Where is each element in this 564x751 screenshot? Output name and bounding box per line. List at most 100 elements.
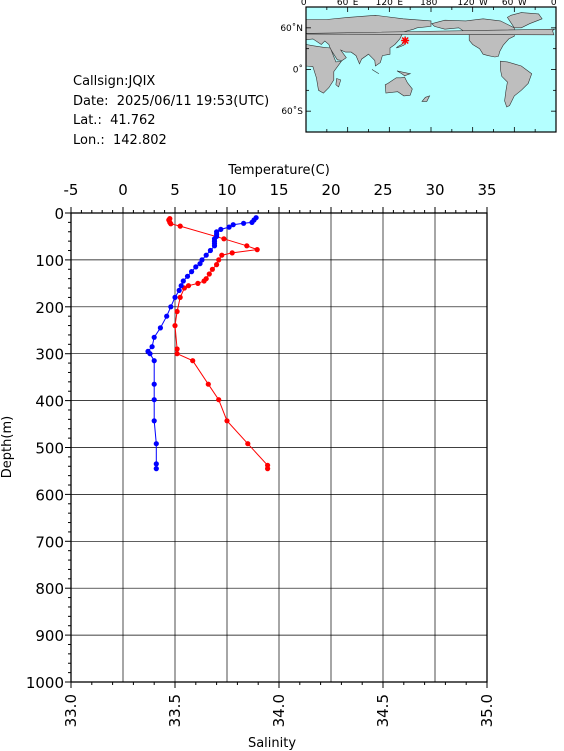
depth-tick-label: 900 — [35, 627, 64, 645]
temperature-point — [174, 308, 180, 315]
salinity-point — [164, 313, 170, 319]
depth-tick-label: 1000 — [26, 674, 64, 692]
temperature-point — [219, 252, 225, 258]
map-left-label: 60˚S — [281, 106, 303, 117]
grid — [71, 213, 487, 682]
depth-tick-label: 600 — [35, 486, 64, 504]
salinity-point — [147, 351, 153, 357]
land-mass-2 — [305, 44, 343, 94]
callsign-line: Callsign:JQIX — [73, 72, 269, 92]
salinity-point — [153, 461, 159, 467]
depth-tick-label: 500 — [35, 440, 64, 458]
salinity-point — [218, 226, 224, 232]
temperature-axis-label: Temperature(C) — [227, 163, 330, 178]
temperature-point — [206, 271, 212, 277]
map-top-label: 0˚ — [301, 0, 311, 8]
temperature-point — [214, 262, 220, 268]
depth-tick-label: 300 — [35, 346, 64, 364]
callsign-label: Callsign: — [73, 74, 129, 89]
depth-tick-label: 100 — [35, 252, 64, 270]
salinity-point — [197, 261, 203, 267]
map-top-label: 60˚E — [337, 0, 359, 8]
salinity-series — [145, 215, 259, 472]
temperature-point — [174, 346, 180, 352]
station-marker — [401, 36, 410, 45]
temperature-line — [168, 218, 269, 469]
salinity-point — [151, 334, 157, 340]
land-mass-4 — [500, 60, 533, 108]
land-mass-10 — [396, 70, 412, 77]
temperature-point — [216, 257, 222, 263]
salinity-point — [151, 418, 157, 424]
salinity-point — [241, 220, 247, 226]
map-ticks — [305, 6, 557, 133]
salinity-point — [189, 269, 195, 275]
salinity-point — [249, 219, 255, 225]
temperature-point — [195, 280, 201, 286]
salinity-point — [153, 441, 159, 447]
salinity-point — [207, 247, 213, 254]
lat-line: Lat.: 41.762 — [73, 111, 269, 131]
station-info: Callsign:JQIX Date: 2025/06/11 19:53(UTC… — [73, 72, 269, 150]
salinity-point — [178, 283, 184, 289]
temperature-point — [254, 247, 260, 253]
temperature-tick-label: 15 — [269, 181, 288, 199]
temperature-tick-label: 20 — [321, 181, 340, 199]
salinity-point — [153, 466, 159, 472]
temperature-point — [185, 283, 192, 289]
depth-tick-label: 800 — [35, 580, 64, 598]
salinity-point — [180, 278, 186, 284]
temperature-point — [201, 278, 207, 284]
date-label: Date: — [73, 93, 109, 109]
land-mass-5 — [384, 76, 413, 97]
temperature-point — [174, 351, 180, 357]
depth-axis-label: Depth(m) — [0, 416, 15, 478]
temperature-point — [221, 236, 227, 242]
temperature-point — [205, 381, 211, 387]
temperature-point — [216, 397, 222, 403]
salinity-point — [193, 264, 199, 270]
map-top-label: 180˚ — [420, 0, 442, 8]
lat-value: 41.762 — [110, 113, 156, 128]
temperature-tick-label: 10 — [217, 181, 236, 199]
salinity-point — [226, 224, 232, 230]
map-top-label: 120˚E — [376, 0, 404, 8]
map-top-label: 0˚ — [551, 0, 561, 8]
salinity-point — [168, 304, 174, 310]
land-mass-12 — [335, 78, 342, 88]
axis-ticks — [65, 207, 488, 688]
map-left-label: 0˚ — [293, 65, 303, 76]
temperature-point — [168, 221, 174, 227]
salinity-point — [203, 252, 209, 258]
date-line: Date: 2025/06/11 19:53(UTC) — [73, 92, 269, 112]
salinity-point — [157, 325, 163, 331]
salinity-line — [147, 217, 257, 469]
depth-tick-label: 200 — [35, 299, 64, 317]
depth-tick-label: 0 — [54, 205, 64, 223]
lon-label: Lon.: — [73, 132, 105, 148]
lon-value: 142.802 — [113, 132, 167, 148]
salinity-tick-label: 33.5 — [166, 694, 184, 727]
temperature-point — [177, 223, 183, 229]
depth-tick-label: 400 — [35, 393, 64, 411]
depth-tick-label: 700 — [35, 533, 64, 551]
temperature-tick-label: 25 — [373, 181, 392, 199]
salinity-point — [151, 381, 157, 387]
date-value: 2025/06/11 19:53(UTC) — [116, 93, 270, 109]
temperature-tick-label: 0 — [118, 181, 128, 199]
temperature-tick-label: 30 — [425, 181, 444, 199]
salinity-point — [184, 273, 191, 279]
temperature-point — [177, 294, 183, 300]
callsign-value: JQIX — [128, 74, 156, 89]
temperature-point — [190, 358, 196, 364]
salinity-point — [172, 294, 178, 300]
land-mass-1 — [305, 14, 432, 67]
salinity-tick-label: 34.5 — [374, 694, 392, 727]
temperature-point — [224, 418, 230, 424]
land-mass-6 — [506, 12, 543, 29]
salinity-tick-label: 34.0 — [270, 694, 288, 727]
map-land — [305, 12, 556, 132]
map-top-label: 60˚W — [502, 0, 527, 8]
